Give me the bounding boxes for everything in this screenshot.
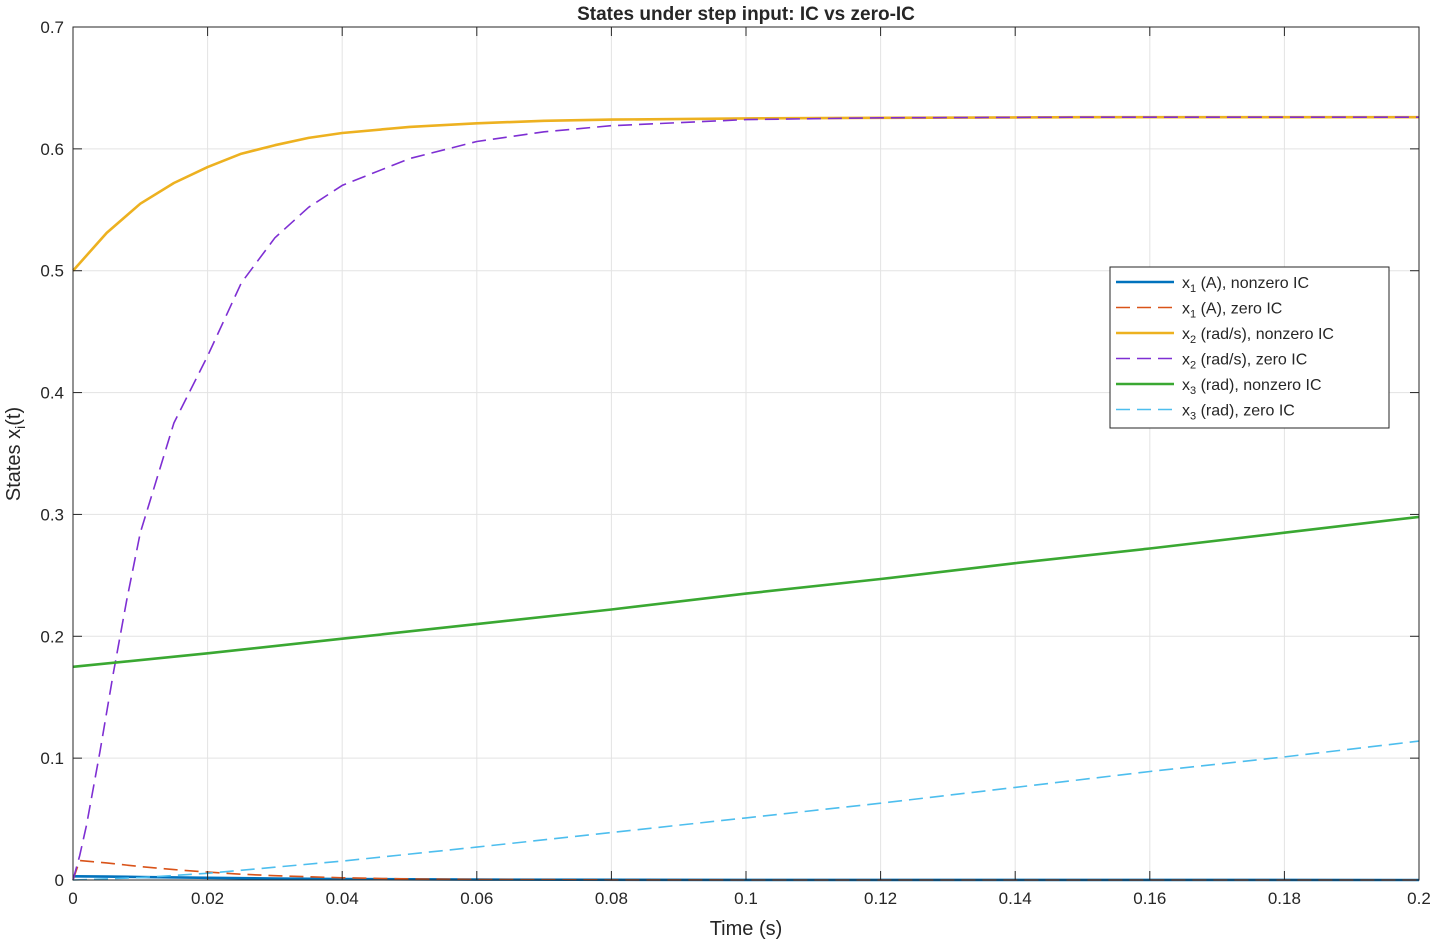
legend: x1 (A), nonzero IC x1 (A), zero IC x2 (rad… [1109, 266, 1390, 429]
axis-ticks [72, 26, 1420, 881]
x-tick-label: 0.2 [1407, 889, 1431, 908]
x-tick-label: 0.06 [460, 889, 493, 908]
tick-labels: 0 0.02 0.04 0.06 0.08 0.1 0.12 0.14 0.16 0.18 0.2 0… [40, 18, 1430, 908]
x-tick-label: 0.08 [595, 889, 628, 908]
x-tick-label: 0.1 [734, 889, 758, 908]
y-tick-label: 0.5 [40, 262, 64, 281]
y-axis-label-base: States x [3, 429, 25, 501]
legend-box [1109, 266, 1390, 429]
x-tick-label: 0.14 [999, 889, 1032, 908]
legend-label-2: x1 (A), zero IC [1182, 301, 1282, 321]
y-axis-label: States xi(t) [3, 407, 28, 501]
x-tick-label: 0 [68, 889, 77, 908]
legend-label-1: x1 (A), nonzero IC [1182, 275, 1309, 295]
y-tick-label: 0.1 [40, 749, 64, 768]
series-line-5 [72, 515, 1420, 669]
legend-label-5: x3 (rad), nonzero IC [1182, 377, 1322, 397]
x-tick-label: 0.18 [1268, 889, 1301, 908]
x-tick-label: 0.12 [864, 889, 897, 908]
x-tick-label: 0.02 [191, 889, 224, 908]
y-axis-label-tail: (t) [3, 407, 25, 426]
y-tick-label: 0.6 [40, 140, 64, 159]
chart-title: States under step input: IC vs zero-IC [577, 4, 915, 25]
x-tick-label: 0.04 [326, 889, 359, 908]
x-axis-label: Time (s) [710, 918, 783, 940]
y-axis-label-sub: i [12, 426, 28, 429]
legend-label-4: x2 (rad/s), zero IC [1182, 352, 1307, 372]
y-tick-label: 0 [55, 871, 64, 890]
legend-label-3: x2 (rad/s), nonzero IC [1182, 326, 1334, 346]
y-tick-label: 0.7 [40, 18, 64, 37]
series-line-4 [72, 116, 1419, 881]
legend-label-6: x3 (rad), zero IC [1182, 403, 1295, 423]
y-tick-label: 0.4 [40, 384, 64, 403]
y-tick-label: 0.3 [40, 505, 64, 524]
y-tick-label: 0.2 [40, 627, 64, 646]
x-tick-label: 0.16 [1133, 889, 1166, 908]
